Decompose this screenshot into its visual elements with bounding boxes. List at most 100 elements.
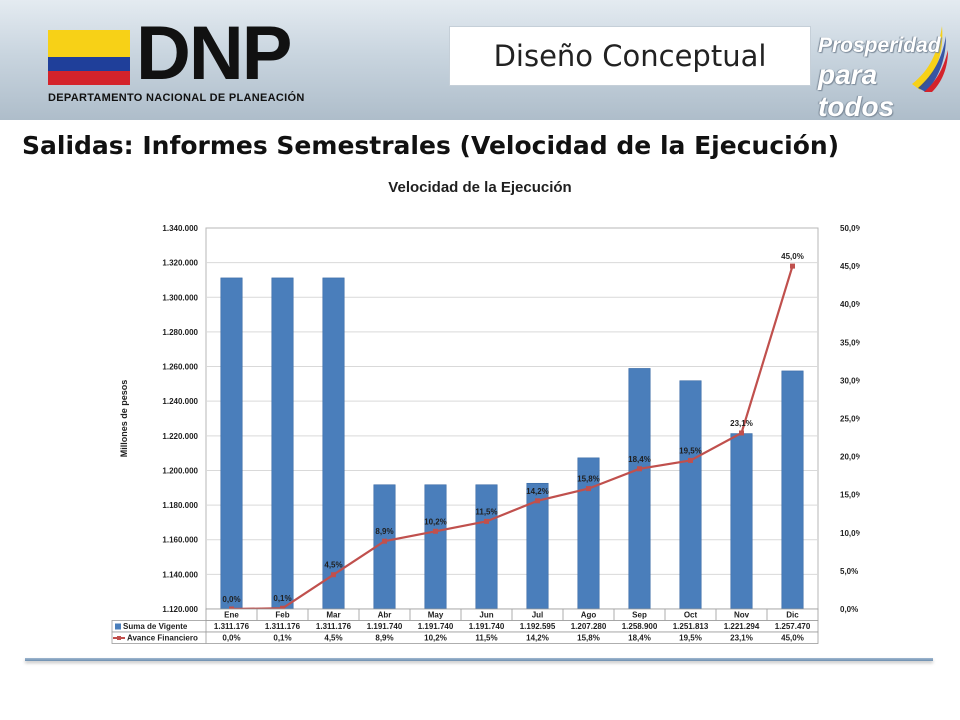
y2-tick-label: 40,0% [840, 300, 860, 309]
avance-point [586, 486, 591, 492]
legend-series-name: Suma de Vigente [123, 622, 188, 631]
y-axis-label: Millones de pesos [119, 380, 129, 458]
table-value: 0,0% [222, 634, 240, 643]
bar-nov [730, 433, 753, 610]
table-value: 10,2% [424, 634, 447, 643]
bar-may [424, 484, 447, 610]
slide-heading: Salidas: Informes Semestrales (Velocidad… [22, 131, 840, 160]
y2-tick-label: 35,0% [840, 338, 860, 347]
swoosh-icon [912, 26, 948, 92]
y-tick-label: 1.140.000 [162, 570, 198, 579]
dnp-subtitle: DEPARTAMENTO NACIONAL DE PLANEACIÓN [48, 92, 305, 104]
category-label: Mar [326, 611, 340, 620]
prosperidad-logo: Prosperidad para todos [818, 26, 948, 122]
avance-data-label: 0,0% [222, 595, 240, 604]
bar-oct [679, 380, 702, 610]
category-label: Nov [734, 611, 750, 620]
avance-point [790, 263, 795, 269]
table-value: 19,5% [679, 634, 702, 643]
y-tick-label: 1.200.000 [162, 466, 198, 475]
table-value: 1.221.294 [724, 622, 760, 631]
avance-point [433, 528, 438, 534]
table-row [111, 631, 819, 644]
category-label: Oct [684, 611, 698, 620]
chart-title: Velocidad de la Ejecución [388, 179, 571, 196]
y-tick-label: 1.280.000 [162, 328, 198, 337]
avance-data-label: 23,1% [730, 419, 753, 428]
legend-series-name: Avance Financiero [127, 634, 198, 643]
y2-tick-label: 45,0% [840, 262, 860, 271]
velocidad-chart: Velocidad de la Ejecución Millones de pes… [111, 179, 860, 644]
y-tick-label: 1.260.000 [162, 363, 198, 372]
y2-tick-label: 10,0% [840, 529, 860, 538]
y2-tick-label: 25,0% [840, 415, 860, 424]
bar-sep [628, 368, 651, 610]
y2-tick-label: 0,0% [840, 605, 858, 614]
avance-data-label: 14,2% [526, 487, 549, 496]
y-tick-label: 1.180.000 [162, 501, 198, 510]
plot-area [205, 227, 819, 610]
table-value: 14,2% [526, 634, 549, 643]
bar-feb [271, 277, 294, 610]
y2-tick-label: 50,0% [840, 224, 860, 233]
avance-data-label: 4,5% [324, 561, 342, 570]
category-label: Dic [786, 611, 799, 620]
footer-divider [25, 658, 933, 661]
table-value: 18,4% [628, 634, 651, 643]
table-value: 1.191.740 [418, 622, 454, 631]
table-value: 1.191.740 [367, 622, 403, 631]
avance-data-label: 18,4% [628, 455, 651, 464]
bar-mar [322, 277, 345, 610]
avance-data-label: 19,5% [679, 446, 702, 455]
table-value: 1.311.176 [316, 622, 352, 631]
category-label: Feb [275, 611, 289, 620]
bar-dic [781, 370, 804, 610]
avance-point [280, 605, 285, 611]
table-value: 45,0% [781, 634, 804, 643]
avance-point [331, 572, 336, 578]
avance-point [535, 498, 540, 504]
avance-data-label: 8,9% [375, 527, 393, 536]
avance-data-label: 15,8% [577, 475, 600, 484]
avance-point [382, 538, 387, 544]
y2-tick-label: 15,0% [840, 491, 860, 500]
y2-tick-label: 20,0% [840, 453, 860, 462]
title-box: Diseño Conceptual [449, 26, 811, 86]
y-tick-label: 1.320.000 [162, 259, 198, 268]
table-value: 1.251.813 [673, 622, 709, 631]
category-label: May [428, 611, 444, 620]
category-label: Abr [378, 611, 392, 620]
avance-data-label: 10,2% [424, 517, 447, 526]
avance-data-label: 11,5% [475, 507, 497, 516]
table-value: 1.192.595 [520, 622, 556, 631]
avance-point [484, 518, 489, 524]
y-tick-label: 1.300.000 [162, 293, 198, 302]
prosperidad-line2: para todos [818, 59, 895, 122]
dnp-logo: DNP [136, 11, 292, 96]
category-label: Sep [632, 611, 647, 620]
table-value: 15,8% [577, 634, 600, 643]
table-value: 1.257.470 [775, 622, 811, 631]
y2-tick-label: 5,0% [840, 567, 858, 576]
y-tick-label: 1.220.000 [162, 432, 198, 441]
slide-header: DNP DEPARTAMENTO NACIONAL DE PLANEACIÓN … [0, 0, 960, 122]
avance-data-label: 0,1% [273, 594, 291, 603]
bar-ene [220, 277, 243, 610]
table-value: 0,1% [273, 634, 291, 643]
table-value: 1.311.176 [265, 622, 301, 631]
table-value: 1.191.740 [469, 622, 505, 631]
category-label: Jul [532, 611, 544, 620]
table-value: 1.311.176 [214, 622, 250, 631]
y-tick-label: 1.240.000 [162, 397, 198, 406]
y-tick-label: 1.340.000 [162, 224, 198, 233]
table-value: 1.207.280 [571, 622, 607, 631]
table-value: 11,5% [475, 634, 497, 643]
table-value: 1.258.900 [622, 622, 658, 631]
avance-point [739, 430, 744, 436]
legend-line-marker [117, 636, 121, 640]
avance-point [637, 466, 642, 472]
y-tick-label: 1.160.000 [162, 536, 198, 545]
avance-data-label: 45,0% [781, 252, 804, 261]
prosperidad-line1: Prosperidad [818, 34, 941, 57]
table-value: 4,5% [324, 634, 342, 643]
